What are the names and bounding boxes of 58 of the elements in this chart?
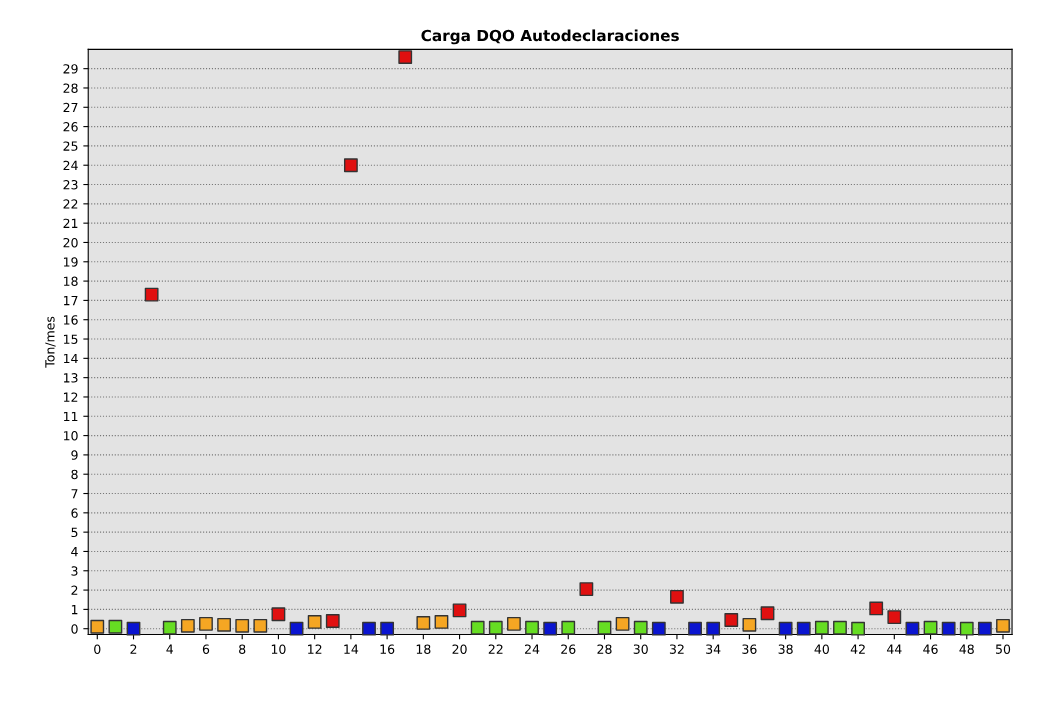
x-tick-label: 8: [239, 644, 246, 654]
x-tick-label: 6: [202, 644, 210, 654]
y-tick-label: 13: [63, 373, 78, 383]
x-tick-label: 16: [380, 644, 395, 654]
x-tick-label: 18: [416, 644, 431, 654]
x-tick-label: 42: [850, 644, 865, 654]
x-tick-label: 50: [996, 644, 1011, 654]
y-tick-label: 28: [63, 83, 78, 93]
y-tick-label: 19: [63, 257, 78, 267]
y-tick-label: 6: [71, 508, 78, 518]
x-tick-label: 24: [524, 644, 540, 654]
y-tick-label: 0: [71, 624, 78, 634]
y-axis-title: Ton/mes: [45, 316, 56, 368]
x-tick-label: 14: [344, 644, 359, 654]
chart-title: Carga DQO Autodeclaraciones: [421, 29, 679, 45]
y-tick-label: 22: [63, 199, 78, 209]
y-tick-label: 1: [71, 605, 78, 615]
x-tick-label: 48: [959, 644, 974, 654]
y-tick-label: 29: [63, 64, 78, 74]
y-tick-label: 16: [63, 315, 78, 325]
y-tick-label: 8: [71, 469, 78, 480]
y-tick-label: 3: [71, 566, 78, 576]
y-tick-label: 18: [63, 276, 78, 287]
x-tick-label: 4: [166, 644, 174, 654]
y-tick-label: 23: [63, 180, 78, 190]
y-tick-label: 21: [63, 218, 78, 228]
x-tick-label: 12: [308, 644, 322, 654]
y-tick-label: 27: [63, 102, 78, 113]
y-tick-label: 10: [63, 431, 78, 441]
x-tick-label: 22: [488, 644, 503, 654]
x-tick-label: 28: [597, 644, 612, 654]
y-tick-label: 2: [71, 585, 78, 595]
y-tick-label: 26: [63, 122, 78, 132]
y-tick-label: 5: [71, 527, 78, 538]
x-tick-label: 40: [814, 644, 829, 654]
y-tick-label: 12: [63, 392, 78, 402]
y-tick-label: 7: [71, 489, 78, 499]
y-tick-label: 14: [63, 353, 78, 364]
x-tick-label: 34: [706, 644, 721, 654]
y-tick-label: 15: [63, 334, 78, 344]
y-tick-label: 20: [63, 237, 78, 248]
y-tick-label: 4: [71, 547, 78, 557]
x-tick-label: 10: [271, 644, 286, 654]
x-tick-label: 38: [778, 644, 793, 654]
x-tick-label: 44: [886, 644, 902, 654]
y-tick-label: 17: [63, 296, 78, 306]
y-tick-label: 9: [71, 450, 78, 460]
x-tick-label: 30: [633, 644, 648, 654]
x-tick-label: 32: [669, 644, 684, 654]
x-tick-label: 0: [94, 644, 101, 654]
y-tick-label: 25: [63, 141, 78, 151]
x-tick-label: 2: [130, 644, 137, 654]
x-tick-label: 36: [742, 644, 757, 654]
y-tick-label: 24: [63, 160, 78, 170]
x-tick-label: 26: [561, 644, 576, 654]
x-tick-label: 46: [923, 644, 938, 654]
x-tick-label: 20: [452, 644, 467, 654]
y-tick-label: 11: [63, 411, 78, 422]
